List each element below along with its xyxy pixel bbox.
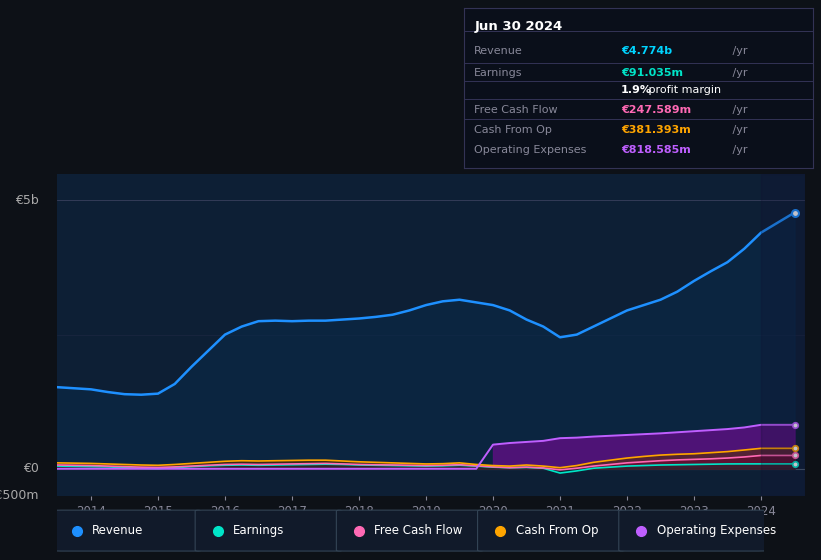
Text: Operating Expenses: Operating Expenses: [657, 524, 776, 537]
Text: €4.774b: €4.774b: [621, 46, 672, 57]
Text: 1.9%: 1.9%: [621, 85, 652, 95]
Text: €5b: €5b: [15, 194, 39, 207]
Text: Free Cash Flow: Free Cash Flow: [374, 524, 463, 537]
Text: profit margin: profit margin: [645, 85, 722, 95]
FancyBboxPatch shape: [478, 510, 625, 551]
FancyBboxPatch shape: [337, 510, 484, 551]
Text: Free Cash Flow: Free Cash Flow: [475, 105, 558, 115]
Text: Earnings: Earnings: [475, 68, 523, 78]
Text: €91.035m: €91.035m: [621, 68, 683, 78]
Text: €0: €0: [23, 462, 39, 475]
Text: €381.393m: €381.393m: [621, 125, 690, 136]
FancyBboxPatch shape: [54, 510, 201, 551]
Text: Cash From Op: Cash From Op: [516, 524, 599, 537]
Bar: [761, 174, 805, 496]
Text: /yr: /yr: [729, 125, 748, 136]
Text: Operating Expenses: Operating Expenses: [475, 146, 587, 156]
Text: Cash From Op: Cash From Op: [475, 125, 553, 136]
Text: €818.585m: €818.585m: [621, 146, 690, 156]
Text: €247.589m: €247.589m: [621, 105, 691, 115]
FancyBboxPatch shape: [619, 510, 766, 551]
Text: -€500m: -€500m: [0, 489, 39, 502]
Text: /yr: /yr: [729, 68, 748, 78]
Text: Earnings: Earnings: [233, 524, 285, 537]
Text: Revenue: Revenue: [475, 46, 523, 57]
Text: Jun 30 2024: Jun 30 2024: [475, 20, 562, 32]
Text: Revenue: Revenue: [92, 524, 144, 537]
Text: /yr: /yr: [729, 46, 748, 57]
Text: /yr: /yr: [729, 146, 748, 156]
Text: /yr: /yr: [729, 105, 748, 115]
FancyBboxPatch shape: [195, 510, 342, 551]
